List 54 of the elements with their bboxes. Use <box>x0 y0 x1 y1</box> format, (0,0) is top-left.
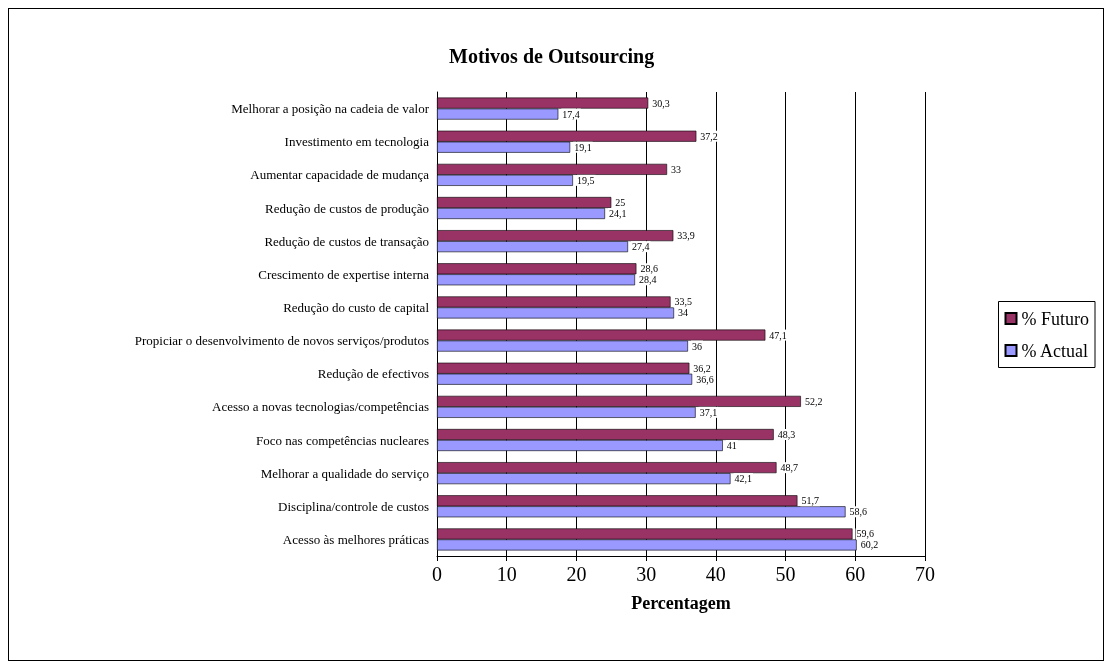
data-label: 27,4 <box>632 241 650 253</box>
x-tick-label: 60 <box>845 563 866 585</box>
x-tick-label: 50 <box>775 563 796 585</box>
y-tick-label: Disciplina/controle de custos <box>278 498 429 514</box>
data-label: 34 <box>678 307 689 319</box>
y-tick-label: Melhorar a qualidade do serviço <box>260 465 429 481</box>
data-label: 36,2 <box>693 362 711 374</box>
x-axis-title: Percentagem <box>631 593 731 613</box>
data-label: 36 <box>691 340 702 352</box>
y-tick-label: Aumentar capacidade de mudança <box>250 167 430 183</box>
data-label: 28,6 <box>640 263 658 275</box>
data-label: 25 <box>615 197 626 208</box>
x-tick-label: 20 <box>566 563 587 585</box>
data-label: 58,6 <box>849 506 868 518</box>
x-tick-label: 10 <box>496 563 517 585</box>
data-label: 33,9 <box>677 230 695 242</box>
y-tick-label: Foco nas competências nucleares <box>256 432 429 448</box>
data-label: 42,1 <box>734 473 752 485</box>
data-label: 48,7 <box>780 462 799 474</box>
y-tick-label: Propiciar o desenvolvimento de novos serviços/produtos <box>134 333 429 349</box>
y-tick-label: Redução de efectivos <box>317 366 429 382</box>
y-tick-label: Redução do custo de capital <box>283 299 430 315</box>
data-label: 19,5 <box>576 174 595 186</box>
data-label: 36,6 <box>696 373 714 385</box>
data-label: 30,3 <box>652 97 670 109</box>
data-label: 37,2 <box>700 130 718 142</box>
y-tick-label: Crescimento de expertise interna <box>258 266 430 282</box>
data-label: 28,4 <box>638 274 657 286</box>
legend-label: % Actual <box>1021 340 1088 361</box>
y-tick-label: Acesso às melhores práticas <box>282 531 429 547</box>
y-tick-label: Redução de custos de produção <box>265 200 429 216</box>
y-tick-label: Redução de custos de transação <box>264 233 429 249</box>
data-label: 33 <box>671 163 682 175</box>
data-label: 48,3 <box>777 429 796 440</box>
x-tick-label: 30 <box>636 563 657 585</box>
chart-title: Motivos de Outsourcing <box>449 45 655 68</box>
data-label: 19,1 <box>574 141 592 153</box>
y-tick-label: Acesso a novas tecnologias/competências <box>212 399 429 415</box>
data-label: 37,1 <box>699 406 718 418</box>
data-label: 24,1 <box>609 208 627 219</box>
data-label: 59,6 <box>856 528 874 540</box>
x-tick-label: 0 <box>432 563 442 585</box>
data-label: 41 <box>726 440 737 451</box>
data-label: 52,2 <box>804 395 823 407</box>
legend-label: % Futuro <box>1021 308 1089 329</box>
y-tick-label: Investimento em tecnologia <box>284 134 430 150</box>
data-label: 51,7 <box>801 495 819 507</box>
data-label: 47,1 <box>769 329 787 341</box>
y-tick-label: Melhorar a posição na cadeia de valor <box>231 101 430 117</box>
data-label: 33,5 <box>674 296 693 308</box>
x-tick-label: 70 <box>915 563 935 585</box>
data-label: 17,4 <box>562 108 580 120</box>
x-tick-label: 40 <box>705 563 726 585</box>
data-label: 60,2 <box>860 539 879 551</box>
